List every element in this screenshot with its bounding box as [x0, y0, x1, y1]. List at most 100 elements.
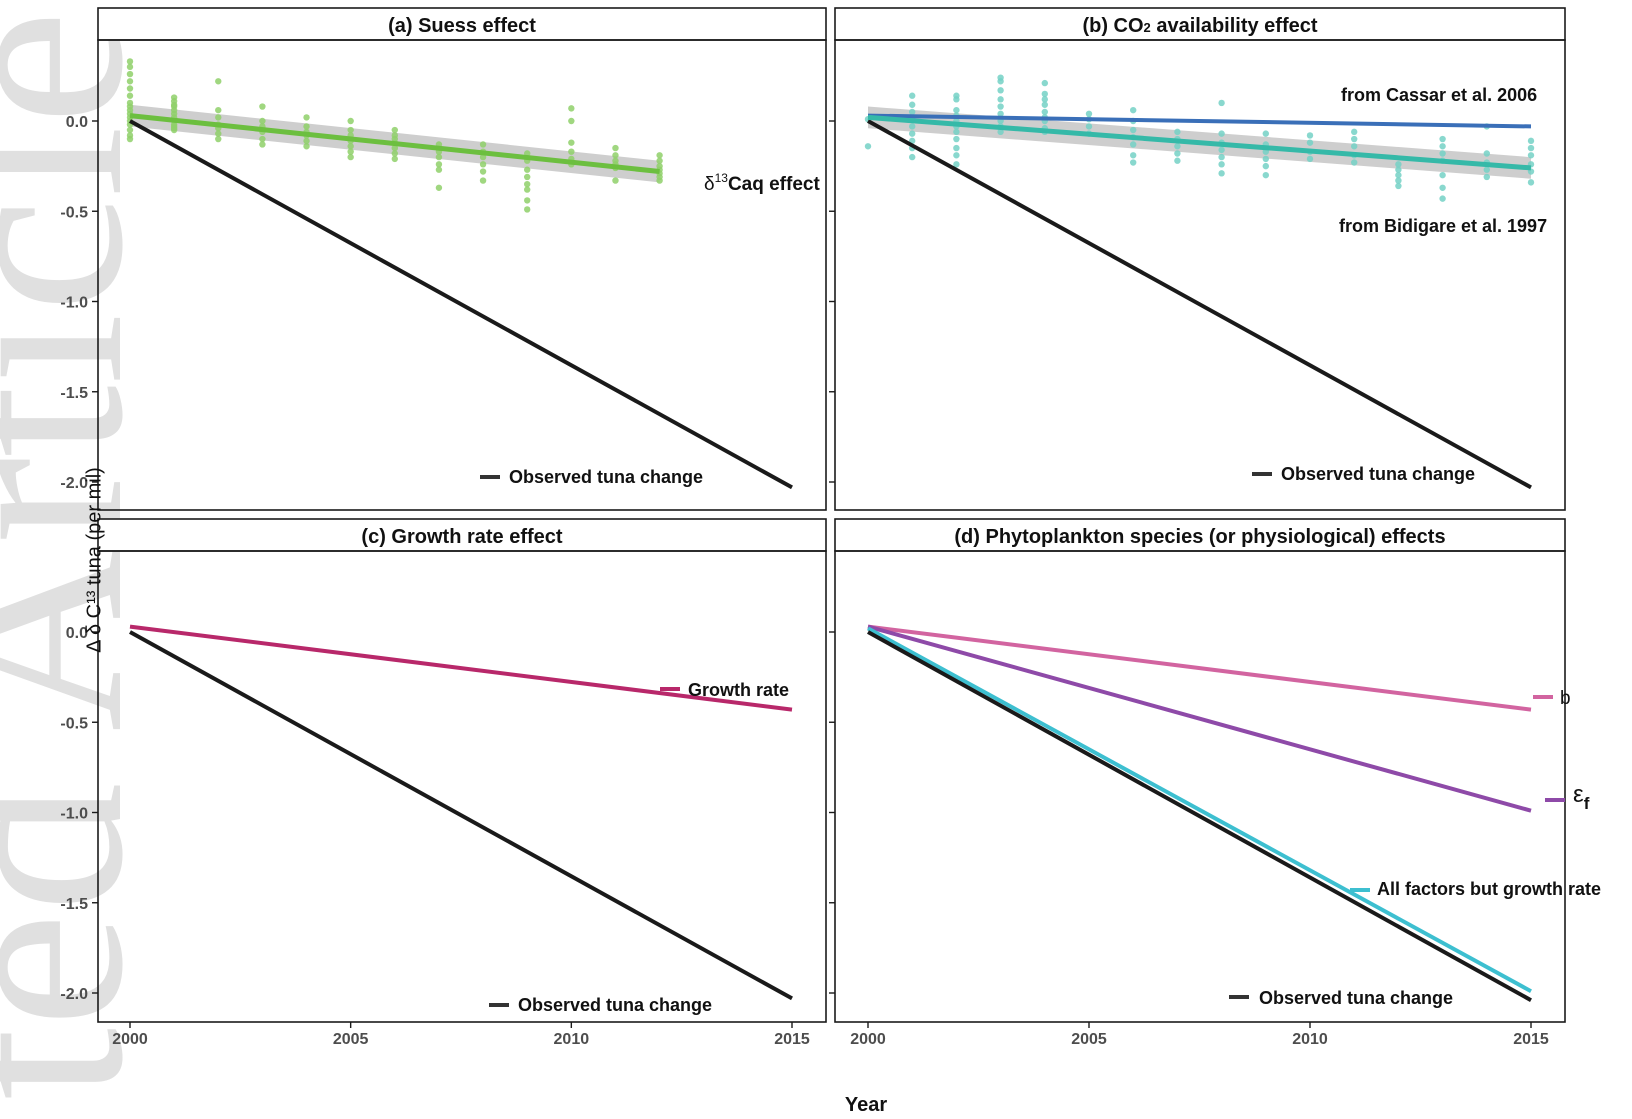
series-label-bidigare: from Bidigare et al. 1997 [1339, 216, 1547, 236]
data-point [656, 152, 663, 159]
data-point [126, 126, 134, 134]
data-point [1483, 150, 1491, 157]
data-point [1174, 150, 1181, 157]
data-point [997, 110, 1004, 117]
data-point [347, 143, 354, 150]
data-point [126, 92, 134, 99]
data-point [656, 157, 663, 164]
data-point [215, 78, 222, 85]
panel-b-title: (b) CO2 availability effect [1082, 15, 1317, 37]
data-point [1130, 106, 1137, 114]
data-point [1130, 159, 1137, 166]
data-point [1439, 150, 1446, 157]
data-point [1439, 143, 1446, 150]
data-point [656, 177, 663, 184]
data-point [953, 96, 960, 103]
data-point [479, 177, 487, 184]
data-point [126, 135, 134, 143]
data-point [170, 126, 178, 134]
data-point [479, 141, 487, 148]
data-point [1527, 144, 1535, 152]
data-point [391, 155, 398, 163]
data-point [909, 123, 916, 130]
data-point [524, 186, 531, 193]
data-point [1395, 182, 1402, 190]
data-point [1262, 162, 1270, 170]
x-tick-label: 2010 [1292, 1031, 1328, 1048]
panel-b-plot-area [834, 39, 1566, 511]
data-point [1218, 170, 1225, 177]
y-tick-label: -1.0 [60, 806, 88, 823]
legend-label-growth: Growth rate [688, 680, 789, 700]
data-point [568, 117, 575, 125]
data-point [953, 161, 960, 168]
legend-label-b: b [1560, 688, 1571, 709]
data-point [953, 152, 960, 159]
y-tick-label: -0.5 [60, 204, 88, 221]
data-point [1351, 159, 1358, 166]
title-text: (b) CO [1082, 15, 1143, 37]
data-point [435, 166, 443, 173]
data-point [1527, 152, 1535, 159]
data-point [524, 166, 531, 173]
data-point [347, 153, 354, 161]
data-point [347, 117, 354, 125]
data-point [997, 87, 1004, 94]
y-tick-label: -2.0 [60, 475, 88, 492]
y-axis-title: Δ δ C¹³ tuna (per mil) [83, 467, 106, 653]
data-point [1395, 161, 1402, 168]
x-axis-title: Year [845, 1094, 887, 1116]
data-point [1218, 153, 1225, 161]
data-point [1306, 132, 1314, 139]
data-point [391, 126, 398, 134]
delta-symbol: δ [704, 174, 715, 195]
x-tick-label: 2000 [112, 1031, 148, 1048]
data-point [303, 114, 310, 121]
data-point [1351, 135, 1358, 143]
data-point [479, 161, 487, 168]
data-point [909, 108, 916, 116]
data-point [1041, 96, 1049, 103]
panel-c-title: (c) Growth rate effect [361, 526, 562, 548]
data-point [259, 135, 266, 143]
data-point [126, 70, 134, 78]
data-point [1218, 99, 1225, 107]
x-tick-label: 2005 [333, 1031, 369, 1048]
series-label-text: Caq effect [728, 174, 821, 195]
series-label-cassar: from Cassar et al. 2006 [1341, 85, 1537, 105]
data-point [303, 137, 310, 145]
data-point [1483, 173, 1491, 181]
data-point [568, 105, 575, 112]
data-point [997, 128, 1004, 136]
data-point [1262, 171, 1270, 179]
data-point [435, 153, 443, 161]
x-tick-label: 2015 [1513, 1031, 1549, 1048]
panel-a-strip [97, 7, 827, 41]
data-point [479, 168, 487, 175]
data-point [126, 85, 134, 92]
data-point [1041, 101, 1049, 108]
y-tick-label: -1.0 [60, 295, 88, 312]
data-point [909, 101, 916, 108]
data-point [953, 144, 960, 152]
series-line-observed [129, 630, 793, 1001]
x-tick-label: 2015 [774, 1031, 810, 1048]
data-point [259, 141, 266, 148]
title-subscript: 2 [1144, 20, 1151, 35]
data-point [1527, 179, 1535, 186]
series-line-observed [129, 119, 793, 490]
y-tick-label: -1.5 [60, 896, 88, 913]
y-tick-label: -2.0 [60, 986, 88, 1003]
data-point [524, 173, 531, 181]
series-line-all_factors [867, 626, 1532, 993]
data-point [126, 63, 134, 71]
data-point [997, 103, 1004, 110]
data-point [1351, 128, 1358, 136]
data-point [1439, 135, 1446, 143]
data-point [612, 177, 619, 184]
legend-label-observed: Observed tuna change [509, 467, 703, 487]
data-point [1527, 137, 1535, 145]
data-point [524, 180, 531, 188]
data-point [1041, 79, 1049, 87]
